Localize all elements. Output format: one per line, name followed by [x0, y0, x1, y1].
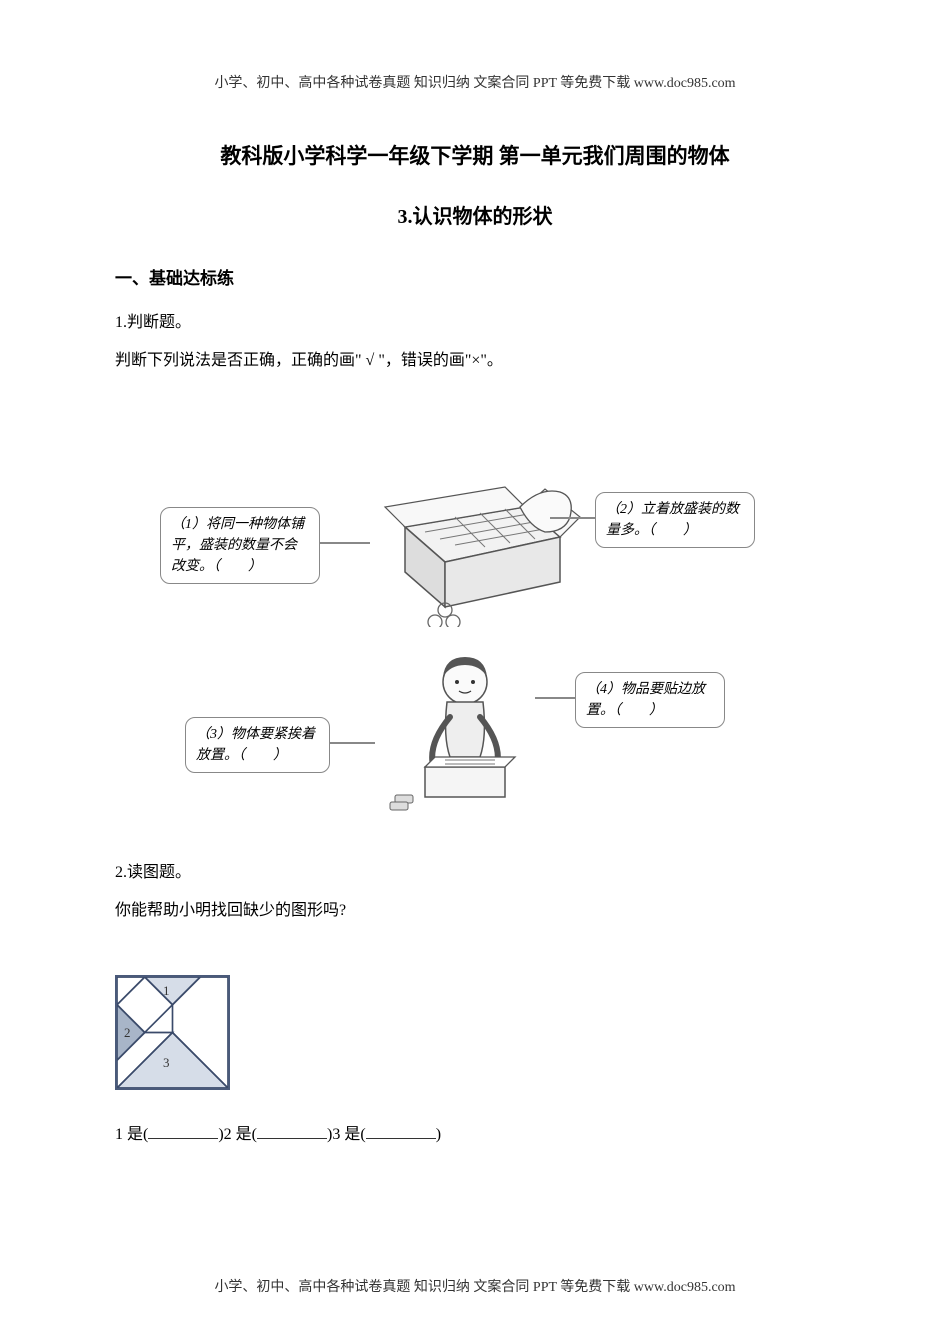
blank-1: [148, 1125, 218, 1139]
tangram-label-1: 1: [163, 983, 170, 999]
illustration-child: [365, 647, 565, 812]
tangram-figure: 1 2 3: [115, 975, 230, 1090]
diagram-area: （1）将同一种物体铺平，盛装的数量不会改变。（ ） （2）立着放盛装的数量多。（…: [195, 477, 755, 817]
callout-2: （2）立着放盛装的数量多。（ ）: [595, 492, 755, 548]
callout-line-4: [535, 697, 575, 699]
ans-p3: )3 是(: [327, 1126, 366, 1143]
callout-1: （1）将同一种物体铺平，盛装的数量不会改变。（ ）: [160, 507, 320, 584]
tangram-svg: [117, 977, 228, 1088]
callout-line-2: [550, 517, 595, 519]
ans-p2: )2 是(: [218, 1126, 257, 1143]
footer-text: 小学、初中、高中各种试卷真题 知识归纳 文案合同 PPT 等免费下载 www.d…: [214, 1280, 735, 1295]
ans-p1: 1 是(: [115, 1126, 148, 1143]
section-heading: 一、基础达标练: [115, 264, 835, 289]
page-footer: 小学、初中、高中各种试卷真题 知识归纳 文案合同 PPT 等免费下载 www.d…: [0, 1276, 950, 1296]
q2-label: 2.读图题。: [115, 857, 835, 889]
blank-2: [257, 1125, 327, 1139]
q1-label: 1.判断题。: [115, 307, 835, 339]
tangram-label-2: 2: [124, 1025, 131, 1041]
ans-p4: ): [436, 1126, 441, 1143]
page-header: 小学、初中、高中各种试卷真题 知识归纳 文案合同 PPT 等免费下载 www.d…: [0, 72, 950, 92]
q2-instruction: 你能帮助小明找回缺少的图形吗?: [115, 895, 835, 927]
title-sub: 3.认识物体的形状: [115, 200, 835, 229]
illustration-box-hand: [365, 477, 585, 627]
callout-3: （3）物体要紧挨着放置。（ ）: [185, 717, 330, 773]
callout-4: （4）物品要贴边放置。（ ）: [575, 672, 725, 728]
content-area: 教科版小学科学一年级下学期 第一单元我们周围的物体 3.认识物体的形状 一、基础…: [115, 140, 835, 1144]
callout-line-1: [320, 542, 370, 544]
blank-3: [366, 1125, 436, 1139]
callout-line-3: [330, 742, 375, 744]
q1-instruction: 判断下列说法是否正确，正确的画" √ "，错误的画"×"。: [115, 345, 835, 377]
tangram-label-3: 3: [163, 1055, 170, 1071]
header-text: 小学、初中、高中各种试卷真题 知识归纳 文案合同 PPT 等免费下载 www.d…: [214, 76, 735, 91]
title-main: 教科版小学科学一年级下学期 第一单元我们周围的物体: [115, 140, 835, 170]
answer-line: 1 是( )2 是( )3 是(): [115, 1120, 835, 1144]
